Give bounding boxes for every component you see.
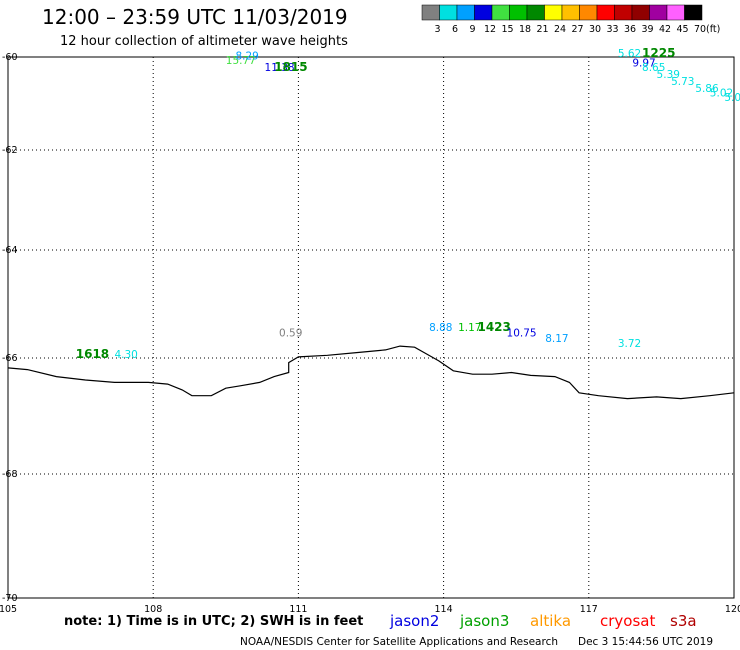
swh-label: 11.38: [265, 62, 295, 74]
plot-border: [7, 56, 735, 599]
time-label: 1618: [76, 347, 109, 361]
swh-label: 1.17: [458, 322, 481, 334]
swh-label: 8.29: [235, 50, 258, 62]
legend-swatch: [614, 4, 633, 21]
legend-swatch: [491, 4, 510, 21]
legend-label: 39: [641, 24, 653, 35]
legend-swatch: [684, 4, 703, 21]
swh-label: 5.0: [724, 92, 740, 104]
footer-credit: NOAA/NESDIS Center for Satellite Applica…: [240, 636, 558, 648]
swh-label: 10.75: [507, 327, 537, 339]
legend-label: 12: [484, 24, 496, 35]
legend-swatch: [596, 4, 615, 21]
satellite-jason2: jason2: [389, 612, 439, 630]
satellite-legend: jason2 jason3 altika cryosat s3a: [389, 612, 697, 630]
coastline: [7, 345, 735, 400]
legend-label: 9: [469, 24, 475, 35]
swh-label: 5.02: [710, 88, 733, 100]
swh-label: 8.17: [545, 333, 568, 345]
lat-tick-label: -68: [2, 469, 18, 480]
legend-swatch: [526, 4, 545, 21]
lat-tick-label: -66: [2, 353, 18, 364]
map-title: 12:00 – 23:59 UTC 11/03/2019: [42, 5, 348, 29]
time-label: 1423: [477, 320, 510, 334]
lon-tick-label: 105: [0, 604, 17, 615]
swh-label: 8.88: [429, 322, 452, 334]
satellite-cryosat: cryosat: [600, 612, 655, 630]
time-label: 1815: [274, 60, 307, 74]
legend-swatch: [421, 4, 440, 21]
swh-label: 5.39: [657, 69, 680, 81]
legend-swatch: [474, 4, 493, 21]
satellite-altika: altika: [530, 612, 571, 630]
swh-label: 5.62: [618, 48, 641, 60]
swh-label: 4.30: [114, 349, 137, 361]
color-legend: 3 6 9 12 15 18 21 24 27 30 33 36 39 42 45 70 (ft): [421, 4, 720, 35]
lon-tick-label: 120: [725, 604, 740, 615]
satellite-jason3: jason3: [459, 612, 509, 630]
legend-label: 30: [589, 24, 601, 35]
legend-label: 33: [606, 24, 618, 35]
legend-swatch: [666, 4, 685, 21]
footer-timestamp: Dec 3 15:44:56 UTC 2019: [578, 636, 713, 648]
swh-label: 3.72: [618, 338, 641, 350]
axis-ticks: 105 108 111 114 117 120 -60 -62 -64 -66 -68 -70: [0, 52, 740, 615]
swh-label: 0.59: [279, 327, 302, 339]
legend-label: 24: [554, 24, 566, 35]
lat-tick-label: -62: [2, 145, 18, 156]
graticule: [7, 56, 735, 599]
lon-tick-label: 114: [435, 604, 453, 615]
lon-tick-label: 117: [580, 604, 598, 615]
footer-note: note: 1) Time is in UTC; 2) SWH is in fe…: [64, 614, 363, 629]
legend-label: 42: [659, 24, 671, 35]
legend-swatch: [439, 4, 458, 21]
coastline-path: [7, 345, 735, 400]
lon-tick-label: 111: [289, 604, 307, 615]
lat-tick-label: -64: [2, 245, 18, 256]
swh-label: 5.86: [695, 83, 719, 95]
legend-label: 6: [452, 24, 458, 35]
lat-tick-label: -70: [2, 593, 18, 604]
legend-swatch: [579, 4, 598, 21]
map-frame: [7, 56, 735, 599]
legend-label: 21: [536, 24, 548, 35]
legend-label: 70: [694, 24, 706, 35]
legend-label: 36: [624, 24, 636, 35]
legend-label: 18: [519, 24, 531, 35]
legend-swatch: [561, 4, 580, 21]
satellite-s3a: s3a: [670, 612, 697, 630]
swh-label: 15.77: [226, 55, 256, 67]
wave-observations: 4.30 1618 11.38 15.778.29 1815 0.59 8.88 1.1714…: [76, 46, 740, 361]
legend-label: 27: [571, 24, 583, 35]
map-subtitle: 12 hour collection of altimeter wave hei…: [60, 34, 348, 49]
legend-label: 15: [501, 24, 513, 35]
legend-swatch: [509, 4, 528, 21]
lat-tick-label: -60: [2, 52, 18, 63]
swh-label: 8.65: [642, 62, 665, 74]
lon-tick-label: 108: [144, 604, 162, 615]
swh-label: 9.97: [632, 57, 655, 69]
legend-swatch: [456, 4, 475, 21]
time-label: 1225: [642, 46, 675, 60]
legend-swatch: [649, 4, 668, 21]
swh-label: 5.73: [671, 76, 694, 88]
legend-label: 45: [676, 24, 688, 35]
legend-unit: (ft): [706, 24, 720, 35]
legend-swatch: [544, 4, 563, 21]
legend-swatch: [631, 4, 650, 21]
legend-label: 3: [434, 24, 440, 35]
